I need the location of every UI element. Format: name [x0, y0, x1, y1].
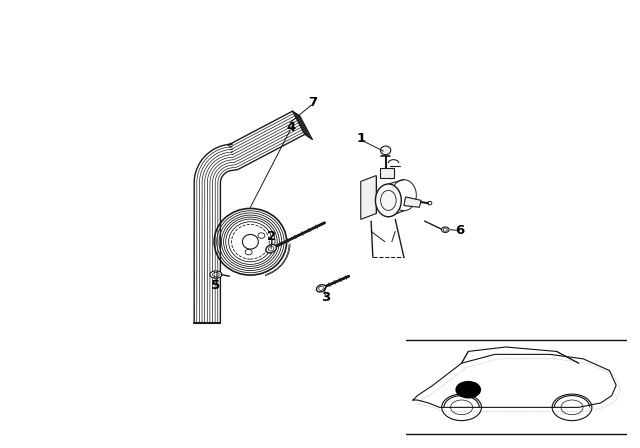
Text: 2: 2 — [266, 230, 276, 243]
Text: 7: 7 — [308, 96, 317, 109]
Ellipse shape — [376, 184, 401, 217]
Ellipse shape — [316, 284, 326, 292]
Ellipse shape — [442, 227, 449, 233]
Text: 1: 1 — [356, 132, 365, 145]
Polygon shape — [404, 197, 421, 207]
Polygon shape — [361, 176, 376, 220]
Text: 5: 5 — [211, 279, 220, 292]
Text: 6: 6 — [456, 224, 465, 237]
Polygon shape — [380, 168, 394, 178]
Ellipse shape — [380, 146, 391, 155]
Ellipse shape — [266, 245, 276, 253]
Text: 4: 4 — [287, 121, 296, 134]
Text: 3: 3 — [321, 292, 330, 305]
Circle shape — [456, 382, 481, 398]
Ellipse shape — [210, 271, 222, 278]
